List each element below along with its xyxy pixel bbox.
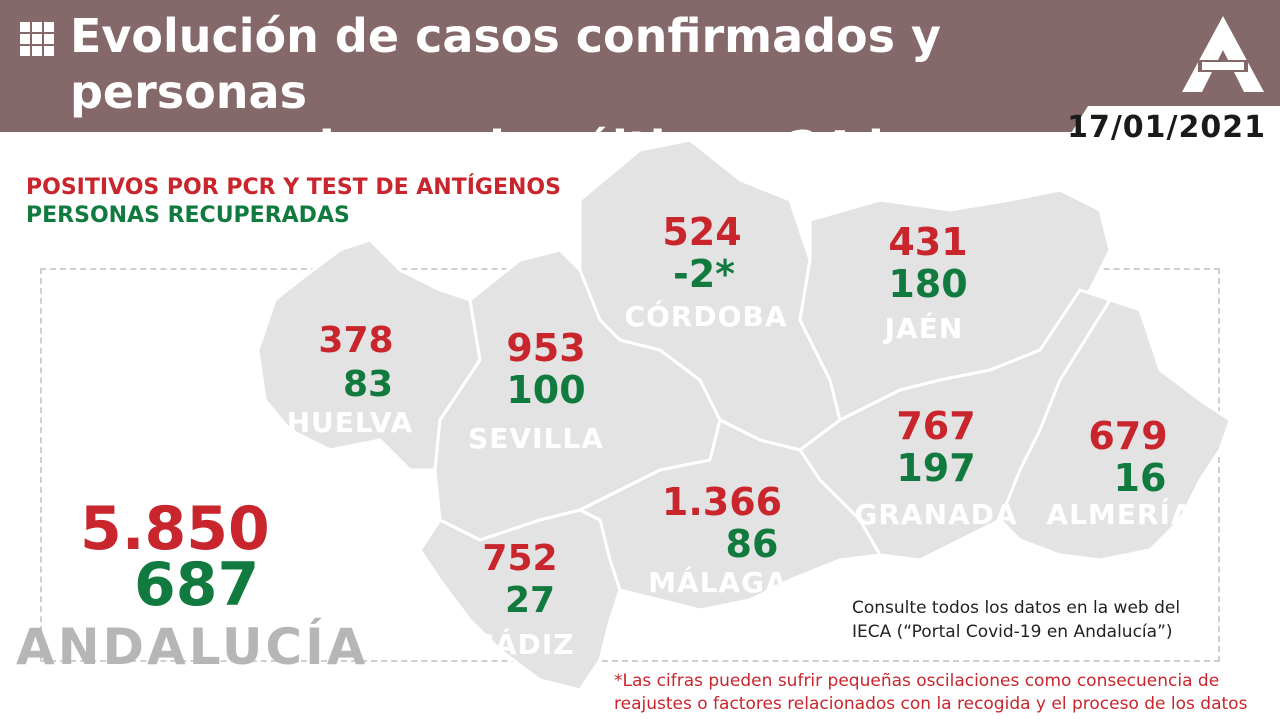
grid-icon — [20, 22, 54, 56]
jaen-label: JAÉN — [884, 312, 964, 345]
title-line-1: Evolución de casos confirmados y persona… — [70, 9, 942, 119]
region-label: ANDALUCÍA — [16, 618, 369, 676]
title-line-2: recuperadas en las últimas 24 horas — [70, 121, 1014, 175]
legend-positives: POSITIVOS POR PCR Y TEST DE ANTÍGENOS — [26, 175, 561, 200]
cordoba-positives: 524 — [662, 210, 742, 254]
map-region-almeria — [998, 298, 1232, 562]
jaen-recovered: 180 — [888, 262, 968, 306]
sevilla-recovered: 100 — [506, 368, 586, 412]
granada-positives: 767 — [896, 404, 976, 448]
info-note: Consulte todos los datos en la web del I… — [852, 596, 1180, 644]
sevilla-positives: 953 — [506, 326, 586, 370]
cadiz-label: CÁDIZ — [473, 628, 575, 661]
malaga-label: MÁLAGA — [648, 566, 788, 599]
cadiz-recovered: 27 — [504, 580, 556, 621]
page-title: Evolución de casos confirmados y persona… — [70, 8, 1130, 176]
map-region-cadiz — [418, 508, 622, 692]
map-region-malaga — [576, 417, 883, 612]
malaga-positives: 1.366 — [661, 480, 783, 524]
almeria-label: ALMERÍA — [1046, 498, 1194, 531]
cadiz-positives: 752 — [482, 538, 558, 579]
huelva-positives: 378 — [318, 320, 394, 361]
header-banner — [0, 0, 1280, 132]
footnote-line-1: *Las cifras pueden sufrir pequeñas oscil… — [614, 671, 1220, 691]
huelva-label: HUELVA — [286, 406, 414, 439]
junta-andalucia-logo — [1182, 16, 1264, 92]
legend-recovered: PERSONAS RECUPERADAS — [26, 203, 350, 228]
jaen-positives: 431 — [888, 220, 968, 264]
info-note-line-2: IECA (“Portal Covid-19 en Andalucía”) — [852, 622, 1173, 642]
total-positives: 5.850 — [80, 494, 270, 564]
total-recovered: 687 — [134, 550, 260, 620]
granada-recovered: 197 — [896, 446, 976, 490]
huelva-recovered: 83 — [342, 364, 394, 405]
cordoba-recovered: -2* — [672, 252, 736, 296]
malaga-recovered: 86 — [725, 522, 779, 566]
almeria-recovered: 16 — [1113, 456, 1167, 500]
info-note-line-1: Consulte todos los datos en la web del — [852, 598, 1181, 618]
granada-label: GRANADA — [854, 498, 1018, 531]
report-date: 17/01/2021 — [1067, 110, 1266, 145]
footnote-line-2: reajustes o factores relacionados con la… — [614, 694, 1248, 714]
sevilla-label: SEVILLA — [468, 422, 604, 455]
legend: POSITIVOS POR PCR Y TEST DE ANTÍGENOS PE… — [26, 174, 561, 230]
cordoba-label: CÓRDOBA — [624, 300, 788, 333]
footnote: *Las cifras pueden sufrir pequeñas oscil… — [614, 670, 1247, 716]
almeria-positives: 679 — [1088, 414, 1168, 458]
date-tab — [1058, 106, 1280, 154]
